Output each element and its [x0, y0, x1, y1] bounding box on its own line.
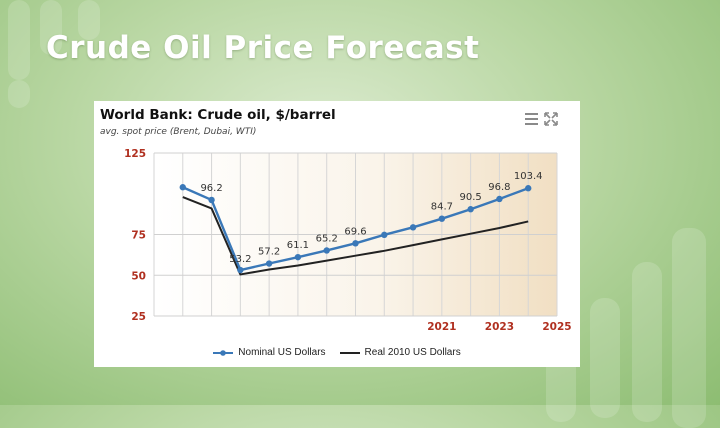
x-tick-label: 2021: [427, 321, 456, 333]
data-label-nominal: 57.2: [258, 247, 280, 258]
data-point-nominal: [265, 260, 273, 267]
data-point-nominal: [352, 240, 359, 247]
x-tick-label: 2023: [485, 321, 514, 333]
y-tick-label: 125: [124, 148, 146, 160]
data-label-nominal: 65.2: [316, 233, 338, 244]
decorative-bar: [8, 0, 30, 80]
data-point-nominal: [409, 224, 417, 231]
data-point-nominal: [179, 184, 186, 191]
y-tick-label: 25: [131, 311, 146, 323]
data-point-nominal: [496, 195, 503, 203]
y-tick-label: 75: [131, 230, 146, 242]
chart-title: World Bank: Crude oil, $/barrel: [100, 107, 336, 123]
chart-plot: 25 50 75 125 2021 2023 2025 96.2 53.2 57.2 61.1 65.…: [124, 148, 572, 333]
decorative-bar: [40, 0, 62, 55]
data-label-nominal: 84.7: [431, 202, 453, 213]
data-label-nominal: 103.4: [514, 171, 543, 182]
data-label-nominal: 96.2: [200, 183, 222, 194]
y-tick-label: 50: [131, 270, 146, 282]
decorative-bar: [590, 298, 620, 418]
series-line-real: [182, 196, 529, 276]
data-label-nominal: 90.5: [460, 192, 482, 203]
data-point-nominal: [467, 206, 474, 213]
slide-title: Crude Oil Price Forecast: [46, 30, 480, 66]
data-point-nominal: [525, 185, 532, 192]
legend-item-real: Real 2010 US Dollars: [339, 347, 461, 358]
legend-label-nominal: Nominal US Dollars: [238, 347, 326, 358]
legend-label-real: Real 2010 US Dollars: [364, 347, 461, 358]
data-point-nominal: [208, 196, 215, 204]
legend-marker-nominal: [213, 349, 234, 356]
legend-marker-real: [339, 351, 360, 354]
data-point-nominal: [323, 247, 330, 254]
chart-card: World Bank: Crude oil, $/barrel avg. spo…: [94, 101, 580, 367]
data-label-nominal: 69.6: [344, 226, 366, 237]
menu-icon[interactable]: [524, 111, 540, 127]
data-point-nominal: [438, 215, 446, 222]
data-point-nominal: [294, 253, 302, 261]
data-label-nominal: 61.1: [287, 240, 309, 251]
data-label-nominal: 96.8: [488, 182, 510, 193]
decorative-bar: [78, 0, 100, 40]
x-tick-label: 2025: [542, 321, 571, 333]
chart-subtitle: avg. spot price (Brent, Dubai, WTI): [100, 127, 257, 137]
decorative-bar: [8, 80, 30, 108]
data-point-nominal: [237, 266, 244, 274]
chart-legend: Nominal US Dollars Real 2010 US Dollars: [94, 347, 580, 358]
expand-icon[interactable]: [543, 111, 559, 127]
decorative-bar: [632, 262, 662, 422]
decorative-bar: [672, 228, 706, 428]
data-label-nominal: 53.2: [229, 254, 251, 265]
legend-item-nominal: Nominal US Dollars: [213, 347, 326, 358]
data-point-nominal: [381, 231, 388, 239]
